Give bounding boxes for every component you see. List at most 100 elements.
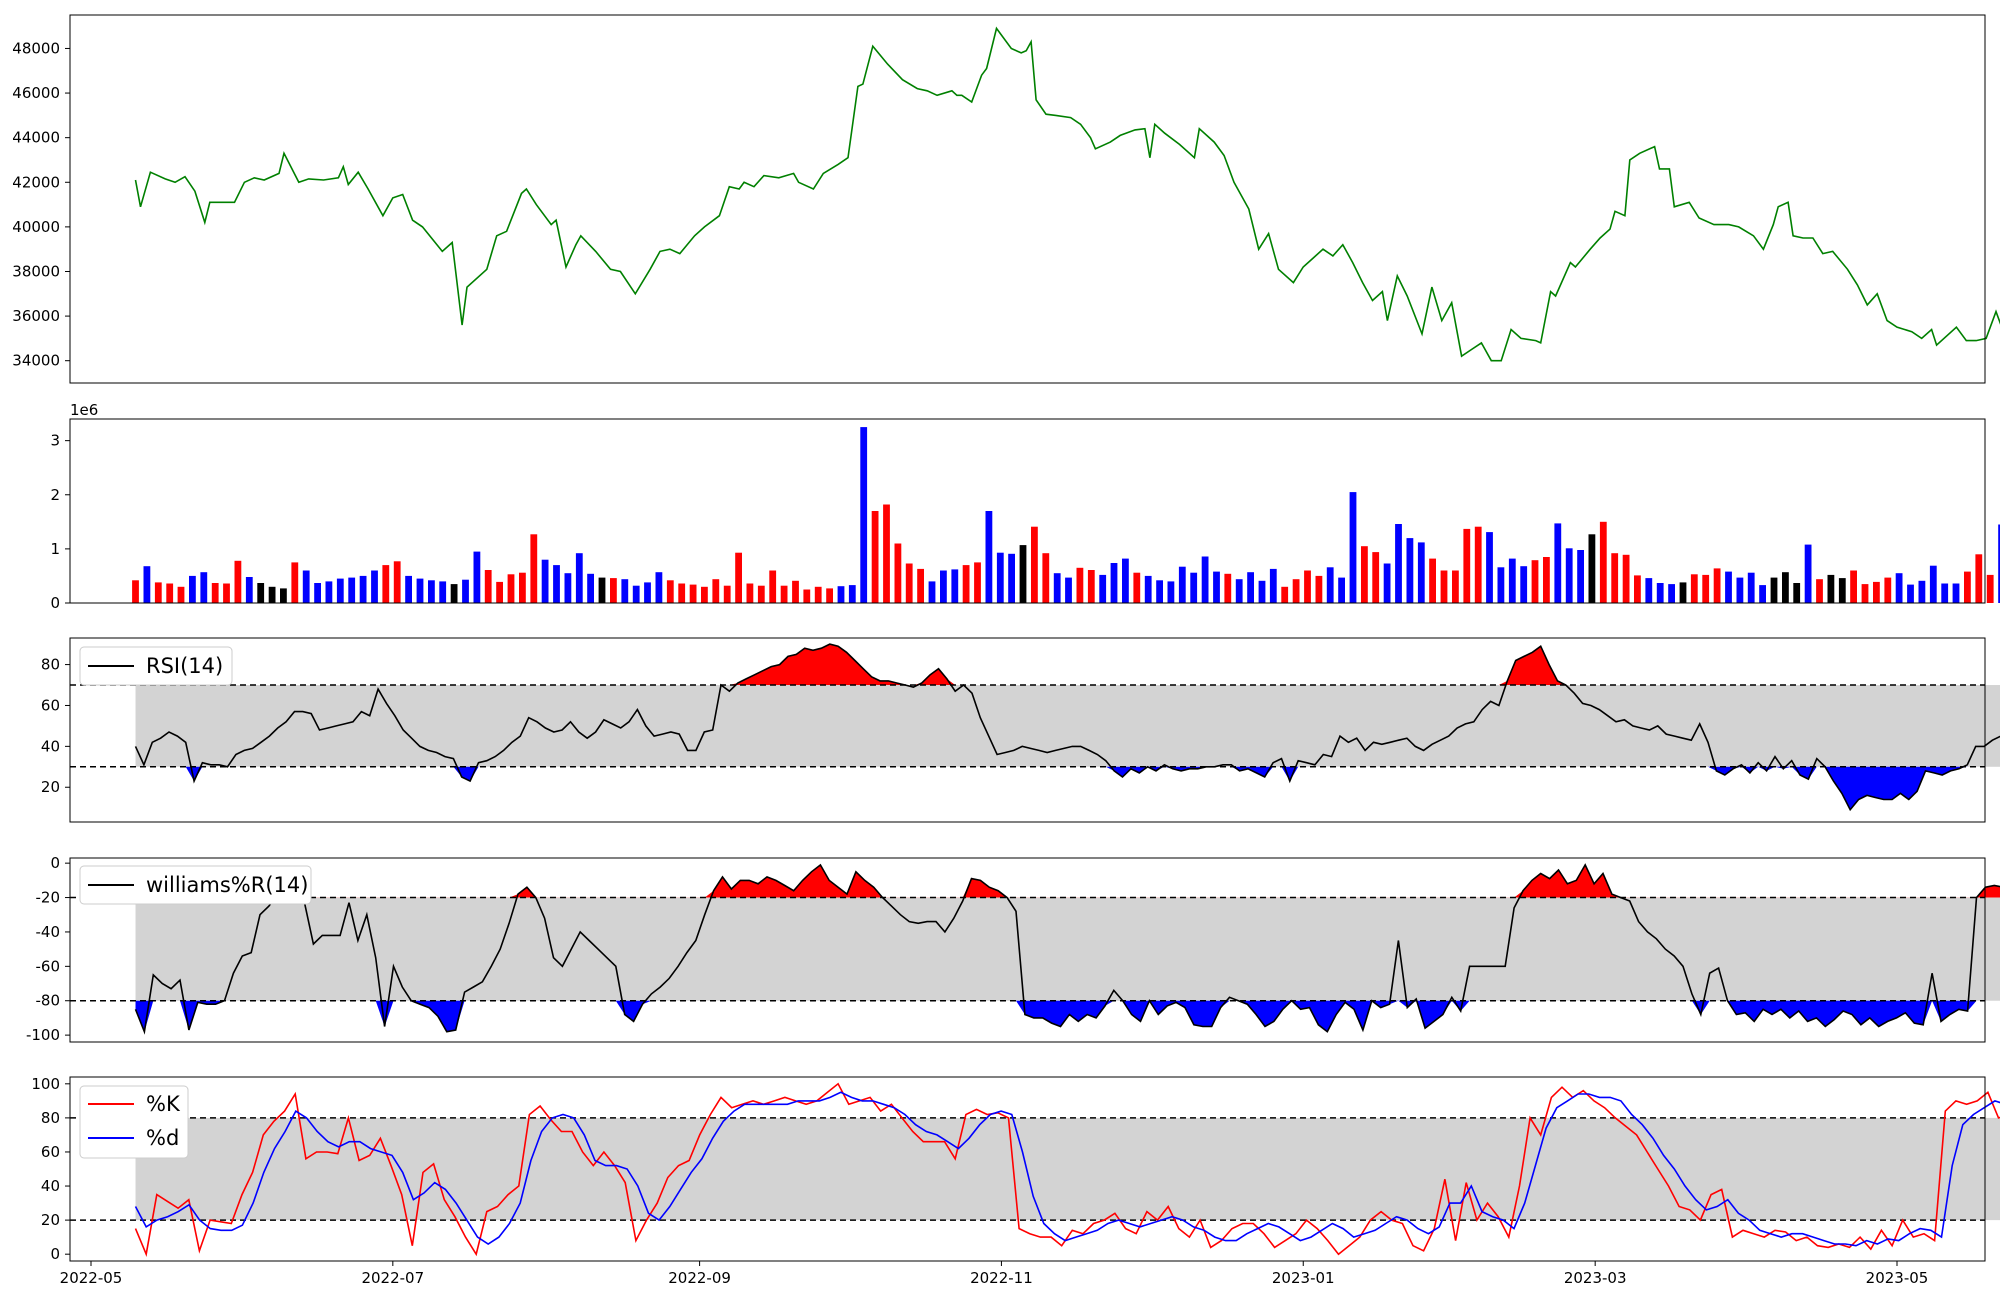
y-tick-label: 80 [41, 656, 60, 674]
volume-bar [814, 586, 822, 603]
volume-bar [1190, 572, 1198, 603]
volume-bar [291, 562, 299, 603]
volume-bar [1816, 579, 1823, 603]
volume-bar [336, 578, 344, 603]
volume-bar [1417, 542, 1425, 603]
stochastic-panel: 0 20 40 60 80 100 %K %d 2022-05 2022-07 2022-09… [31, 1075, 2000, 1287]
volume-bar [792, 580, 799, 603]
volume-bar [632, 585, 640, 603]
volume-bar [780, 585, 788, 603]
volume-bar [1281, 586, 1289, 603]
volume-bar [621, 579, 629, 603]
volume-bar [860, 427, 868, 603]
volume-bar [405, 575, 412, 603]
volume-bar [1543, 557, 1550, 603]
volume-bar [268, 586, 276, 603]
volume-bar [1554, 523, 1562, 603]
williams-panel: -100 -80 -60 -40 -20 0 williams%R(14) [26, 854, 2000, 1044]
volume-bar [1668, 584, 1675, 603]
volume-bar [371, 570, 378, 603]
y-tick-label: -100 [26, 1026, 60, 1044]
legend-label-rsi: RSI(14) [146, 654, 223, 678]
volume-bar [1042, 553, 1050, 603]
axes-frame [69, 14, 1986, 384]
volume-bar [1053, 573, 1061, 603]
volume-bar [848, 585, 856, 603]
legend-frame [79, 865, 312, 905]
y-tick-label: -40 [36, 923, 61, 941]
volume-bar [530, 534, 538, 603]
volume-bar [1224, 573, 1232, 603]
volume-bar [655, 572, 663, 603]
volume-bar [1782, 572, 1789, 603]
k-line [134, 1082, 2000, 1258]
volume-bar [280, 588, 287, 603]
volume-bar [1679, 582, 1687, 603]
volume-bar [1702, 574, 1710, 603]
y-tick-label: -20 [36, 889, 61, 907]
axes-frame [69, 418, 1986, 604]
volume-bar [1065, 577, 1072, 603]
volume-bar [928, 581, 936, 603]
y-tick-label: 38000 [12, 262, 60, 280]
volume-bar [1235, 579, 1243, 603]
volume-bar [678, 583, 686, 603]
williams-line [134, 863, 2000, 1035]
y-tick-label: 46000 [12, 84, 60, 102]
y-tick-label: 80 [41, 1109, 60, 1127]
volume-bar [1463, 528, 1471, 603]
volume-bar [1907, 584, 1914, 603]
stochastic-legend: %K %d [79, 1085, 189, 1159]
volume-bar [826, 588, 833, 603]
volume-bar [1178, 566, 1186, 603]
volume-bar [1031, 526, 1038, 603]
y-tick-label: 40000 [12, 218, 60, 236]
volume-bar [1941, 583, 1949, 603]
rsi-line [134, 643, 2000, 812]
volume-bar [541, 559, 549, 603]
volume-bar [177, 586, 185, 603]
volume-bar [1326, 567, 1334, 603]
volume-bar [245, 577, 253, 603]
y-tick-label: 2 [50, 486, 60, 504]
volume-bar [1269, 568, 1277, 603]
volume-bar [746, 583, 754, 603]
volume-bar [940, 570, 947, 603]
price-panel: 34000 36000 38000 40000 42000 44000 46000 48000 [12, 14, 2000, 384]
volume-bar [974, 562, 981, 603]
price-line [134, 26, 2000, 362]
volume-bar [701, 586, 708, 603]
volume-bar [871, 511, 879, 603]
y-tick-label: 36000 [12, 307, 60, 325]
y-tick-label: 20 [41, 1211, 60, 1229]
volume-bar [1486, 532, 1493, 603]
legend-label-d: %d [146, 1126, 179, 1150]
volume-bar [393, 561, 401, 603]
y-tick-label: 44000 [12, 129, 60, 147]
volume-bar [1577, 550, 1584, 603]
volume-bar [1838, 578, 1846, 603]
y-tick-label: 60 [41, 1143, 60, 1161]
volume-bar [382, 565, 390, 603]
neutral-band [135, 897, 2000, 1001]
volume-bar [666, 580, 674, 603]
volume-bar [917, 568, 924, 603]
volume-bar [951, 569, 959, 603]
volume-bar [1827, 574, 1835, 603]
volume-bar [154, 582, 162, 603]
y-tick-label: 60 [41, 696, 60, 714]
x-tick-label: 2022-05 [60, 1269, 123, 1287]
volume-bar [587, 573, 594, 603]
x-tick-label: 2023-03 [1564, 1269, 1627, 1287]
volume-bar [439, 581, 447, 603]
volume-bar [416, 578, 424, 603]
volume-bar [1133, 572, 1141, 603]
volume-bar [1804, 544, 1812, 603]
volume-bar [803, 589, 811, 603]
x-tick-label: 2022-09 [668, 1269, 731, 1287]
volume-bar [359, 575, 367, 603]
volume-bar [1929, 565, 1937, 603]
volume-bar [837, 586, 845, 603]
volume-bar [257, 583, 265, 603]
volume-bar [1429, 558, 1436, 603]
